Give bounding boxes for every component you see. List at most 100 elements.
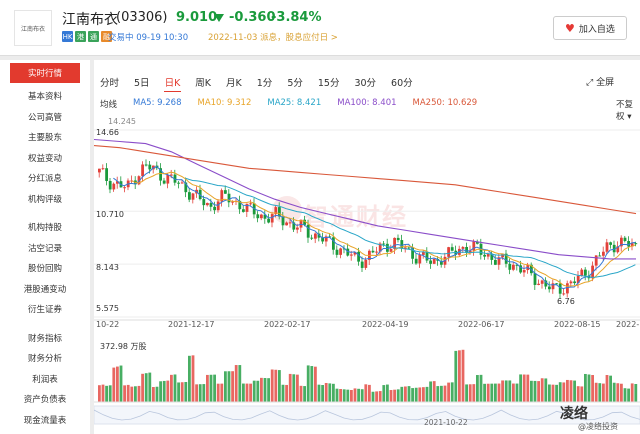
dividend-notice[interactable]: 2022-11-03 派息，股息应付日 > xyxy=(208,33,338,43)
sidebar-item-balance[interactable]: 资产负债表 xyxy=(23,395,67,406)
adjust-select[interactable]: 不复权 ▾ xyxy=(616,98,640,122)
sidebar-item-dividends[interactable]: 分红派息 xyxy=(27,174,62,185)
candle-body xyxy=(170,174,173,176)
tab-intraday[interactable]: 分时 xyxy=(100,78,120,89)
volume-bar xyxy=(486,383,490,402)
tab-daily-k[interactable]: 日K xyxy=(163,75,182,92)
candle-body xyxy=(317,233,321,238)
x-tick: 2022-08-15 xyxy=(554,320,601,329)
volume-bar xyxy=(126,384,130,402)
tab-60min[interactable]: 60分 xyxy=(391,78,413,89)
sidebar-item-connect[interactable]: 港股通变动 xyxy=(23,284,67,295)
volume-bar xyxy=(116,366,119,402)
candle-body xyxy=(101,168,105,170)
volume-bar xyxy=(476,375,479,402)
candle-body xyxy=(404,247,407,249)
volume-bar xyxy=(238,365,242,402)
sidebar-item-executives[interactable]: 公司高管 xyxy=(27,112,62,123)
tab-5min[interactable]: 5分 xyxy=(287,78,303,89)
sidebar-item-derivatives[interactable]: 衍生证券 xyxy=(27,305,62,316)
sidebar-item-equity-change[interactable]: 权益变动 xyxy=(27,153,62,164)
sidebar-item-income[interactable]: 利润表 xyxy=(32,374,58,385)
candle-body xyxy=(508,263,512,270)
volume-bar xyxy=(630,383,634,402)
volume-bar xyxy=(256,380,260,402)
candle-body xyxy=(162,180,166,184)
sidebar-item-shareholders[interactable]: 主要股东 xyxy=(27,133,62,144)
volume-bar xyxy=(605,375,609,402)
volume-bar xyxy=(533,380,537,402)
sidebar-item-ratings[interactable]: 机构评级 xyxy=(27,194,62,205)
candle-body xyxy=(324,236,328,242)
volume-bar xyxy=(587,374,591,402)
sidebar-item-buyback[interactable]: 股份回购 xyxy=(27,264,62,275)
volume-bar xyxy=(299,385,303,402)
sidebar-item-institutional[interactable]: 机构持股 xyxy=(27,223,62,234)
volume-bar xyxy=(112,367,116,402)
tab-5day[interactable]: 5日 xyxy=(134,78,150,89)
volume-bar xyxy=(213,374,216,402)
sidebar-item-realtime[interactable]: 实时行情 xyxy=(10,63,80,83)
candle-body xyxy=(432,258,436,264)
volume-bar xyxy=(170,374,173,402)
volume-bar xyxy=(285,384,288,402)
volume-bar xyxy=(504,380,508,402)
volume-bar xyxy=(461,349,465,402)
volume-bar xyxy=(249,383,252,402)
trading-status: 交易中 09-19 10:30 xyxy=(108,33,189,43)
candle-body xyxy=(303,219,306,225)
candle-body xyxy=(350,254,353,256)
candle-body xyxy=(360,261,364,268)
tab-15min[interactable]: 15分 xyxy=(317,78,340,89)
volume-bar xyxy=(317,384,321,402)
volume-bar xyxy=(494,383,497,402)
volume-bar xyxy=(173,374,177,402)
volume-bar xyxy=(551,384,555,402)
volume-bar xyxy=(508,380,512,402)
add-favorite-button[interactable]: ♥ 加入自选 xyxy=(553,16,627,40)
author-stamp: 凌络 xyxy=(560,406,588,422)
fullscreen-button[interactable]: ⤢ 全屏 xyxy=(586,75,614,88)
volume-bar xyxy=(418,387,422,402)
ma5-line xyxy=(113,165,636,290)
volume-bar xyxy=(375,391,378,402)
navigator-date: 2021-10-22 xyxy=(424,418,468,427)
volume-bar xyxy=(328,383,332,402)
sidebar-item-basic-info[interactable]: 基本资料 xyxy=(27,92,62,103)
volume-bar xyxy=(281,384,285,402)
tab-weekly-k[interactable]: 周K xyxy=(195,78,212,89)
stock-header: 江南布衣 江南布衣 (03306) 9.010 -0.360 -3.84% HK… xyxy=(0,0,640,56)
candle-body xyxy=(411,247,414,259)
x-tick: 2022-06-17 xyxy=(458,320,505,329)
candle-body xyxy=(335,249,339,255)
sidebar: 实时行情 基本资料 公司高管 主要股东 权益变动 分红派息 机构评级 机构持股 … xyxy=(0,60,90,434)
candle-body xyxy=(137,176,141,185)
sidebar-item-short-selling[interactable]: 沽空记录 xyxy=(27,243,62,254)
volume-bar xyxy=(404,386,407,402)
volume-bar xyxy=(342,389,346,402)
candle-body xyxy=(249,203,252,205)
volume-bar xyxy=(548,384,551,402)
candle-body xyxy=(598,255,602,257)
volume-bar xyxy=(148,372,152,402)
sidebar-item-cashflow[interactable]: 现金流量表 xyxy=(23,415,67,426)
volume-bar xyxy=(584,373,587,402)
volume-bar xyxy=(497,383,501,402)
market-tags: HK 港 通 融 xyxy=(62,31,112,42)
tab-1min[interactable]: 1分 xyxy=(256,78,273,89)
candle-body xyxy=(486,253,490,257)
candle-body xyxy=(490,253,494,260)
candle-body xyxy=(274,207,278,215)
y-tick: 10.710 xyxy=(96,210,124,219)
volume-bar xyxy=(346,389,350,402)
volume-bar xyxy=(159,381,162,402)
k-line-chart[interactable] xyxy=(94,112,640,432)
sidebar-item-fin-indicators[interactable]: 财务指标 xyxy=(27,333,62,344)
tab-monthly-k[interactable]: 月K xyxy=(226,78,242,89)
candle-body xyxy=(465,246,468,253)
candle-body xyxy=(522,270,526,273)
sidebar-item-fin-analysis[interactable]: 财务分析 xyxy=(27,354,62,365)
candle-body xyxy=(263,214,267,219)
tab-30min[interactable]: 30分 xyxy=(354,78,377,89)
candle-body xyxy=(407,247,411,249)
